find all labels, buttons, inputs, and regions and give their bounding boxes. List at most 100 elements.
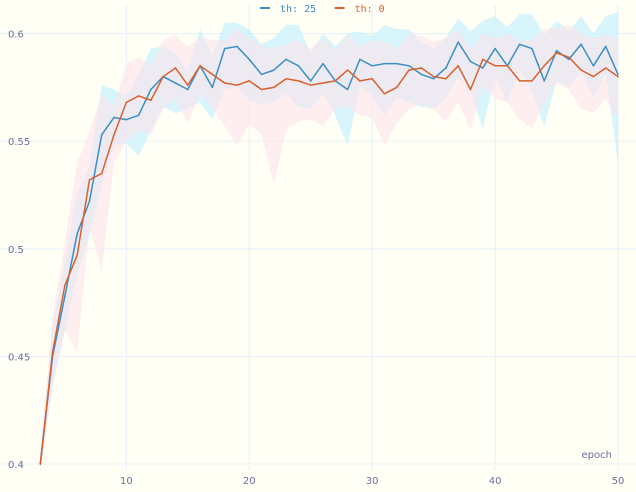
point-series-0 <box>211 86 214 89</box>
point-series-0 <box>383 62 386 65</box>
point-series-1 <box>162 75 165 78</box>
x-axis-title: epoch <box>582 450 612 461</box>
x-tick-label: 10 <box>120 476 133 487</box>
point-series-1 <box>371 77 373 80</box>
point-series-0 <box>518 43 521 46</box>
tick-labels: 0.4 0.45 0.5 0.55 0.6 10 20 30 40 50 <box>8 30 624 487</box>
legend-label-1[interactable]: th: 0 <box>355 4 385 15</box>
point-series-1 <box>518 80 521 82</box>
point-series-1 <box>260 88 263 91</box>
point-series-1 <box>592 75 595 78</box>
point-series-0 <box>236 45 238 48</box>
point-series-1 <box>248 80 251 82</box>
point-series-1 <box>322 82 324 84</box>
point-series-1 <box>481 58 484 61</box>
point-series-1 <box>39 463 42 465</box>
point-series-0 <box>285 58 287 61</box>
point-series-0 <box>248 58 251 61</box>
point-series-1 <box>531 80 533 82</box>
point-series-1 <box>445 77 447 80</box>
point-series-0 <box>395 62 398 65</box>
point-series-0 <box>76 232 78 235</box>
point-series-1 <box>395 86 398 89</box>
point-series-1 <box>199 65 201 67</box>
point-series-0 <box>260 73 263 76</box>
point-series-1 <box>432 75 435 78</box>
point-series-1 <box>273 86 275 89</box>
line-series-1 <box>39 52 619 465</box>
point-series-0 <box>469 60 472 63</box>
legend-label-0[interactable]: th: 25 <box>280 4 316 15</box>
point-series-1 <box>359 80 361 82</box>
point-series-0 <box>592 65 595 67</box>
point-series-1 <box>150 99 152 102</box>
point-series-0 <box>371 65 373 67</box>
point-series-1 <box>604 67 607 69</box>
point-series-0 <box>64 295 66 297</box>
point-series-1 <box>211 73 214 76</box>
point-series-0 <box>113 116 115 119</box>
point-series-0 <box>481 67 484 69</box>
point-series-1 <box>580 69 582 71</box>
point-series-1 <box>309 84 312 86</box>
point-series-0 <box>580 43 582 46</box>
point-series-0 <box>309 80 312 82</box>
point-series-0 <box>174 82 177 84</box>
x-tick-label: 30 <box>366 476 379 487</box>
point-series-1 <box>186 84 189 86</box>
confidence-bands <box>40 12 618 473</box>
point-series-0 <box>408 65 410 67</box>
x-tick-label: 40 <box>489 476 502 487</box>
point-series-1 <box>51 351 54 353</box>
point-series-0 <box>100 133 103 136</box>
point-series-0 <box>617 73 619 76</box>
point-series-1 <box>383 92 386 95</box>
y-tick-label: 0.55 <box>8 137 30 148</box>
x-tick-label: 50 <box>612 476 625 487</box>
y-tick-label: 0.6 <box>8 30 24 41</box>
point-series-0 <box>568 58 570 61</box>
point-series-0 <box>604 45 607 48</box>
point-series-1 <box>346 69 349 71</box>
point-series-0 <box>445 67 447 69</box>
point-series-1 <box>543 65 546 67</box>
point-series-1 <box>334 80 337 82</box>
point-series-0 <box>88 200 91 203</box>
band-series-1 <box>40 24 618 473</box>
point-series-0 <box>432 77 435 80</box>
point-series-0 <box>322 62 324 65</box>
point-series-1 <box>174 67 177 69</box>
y-tick-label: 0.4 <box>8 460 24 471</box>
point-series-0 <box>543 80 546 82</box>
point-series-0 <box>420 73 423 76</box>
point-series-1 <box>88 179 91 181</box>
point-series-1 <box>469 88 472 91</box>
point-series-0 <box>223 47 226 50</box>
series-lines <box>39 41 619 465</box>
point-series-1 <box>76 254 78 257</box>
point-series-0 <box>359 58 361 61</box>
point-series-0 <box>531 47 533 50</box>
point-series-1 <box>125 101 128 104</box>
x-tick-label: 20 <box>243 476 256 487</box>
point-series-1 <box>285 77 287 80</box>
legend[interactable]: th: 25 th: 0 <box>260 4 385 15</box>
point-series-0 <box>273 69 275 71</box>
point-series-0 <box>137 114 140 117</box>
point-series-1 <box>408 69 410 71</box>
point-series-0 <box>186 88 189 91</box>
point-series-0 <box>346 88 349 91</box>
point-series-0 <box>555 49 558 52</box>
point-series-1 <box>236 84 238 86</box>
point-series-1 <box>494 65 496 67</box>
point-series-1 <box>223 82 226 84</box>
point-series-1 <box>297 80 300 82</box>
point-series-1 <box>457 65 460 67</box>
point-series-1 <box>100 172 103 175</box>
point-series-1 <box>617 75 619 78</box>
point-series-0 <box>494 47 496 50</box>
point-series-1 <box>506 65 509 67</box>
point-series-1 <box>137 95 140 97</box>
